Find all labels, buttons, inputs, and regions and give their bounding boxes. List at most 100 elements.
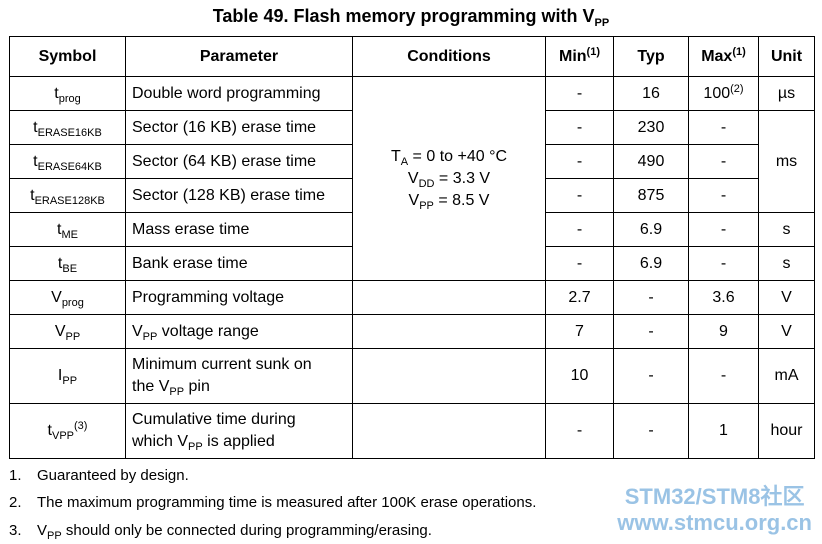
symbol-cell: VPP [9, 314, 126, 349]
text-segment: which V [132, 433, 189, 450]
text-segment: ERASE128KB [34, 194, 105, 207]
text-segment: I [57, 367, 63, 384]
symbol-cell: tERASE128KB [9, 178, 126, 213]
table-row: IPP Minimum current sunk on the VPP pin 10-… [9, 348, 815, 404]
parameter-cell: Programming voltage [125, 280, 353, 315]
min-cell: - [545, 144, 614, 179]
text-segment: prog [58, 92, 81, 105]
text-segment: Table 49. Flash memory programming with … [212, 6, 595, 26]
conditions-cell [352, 348, 546, 404]
watermark-line: www.stmcu.org.cn [617, 510, 812, 535]
text-segment: BE [62, 262, 78, 275]
max-cell: 3.6 [688, 280, 759, 315]
parameter-cell: Sector (16 KB) erase time [125, 110, 353, 145]
text-line: the VPP pin [132, 376, 348, 398]
table-row: tERASE64KB Sector (64 KB) erase time -490- [9, 144, 815, 179]
footnote-text: Guaranteed by design. [37, 467, 189, 484]
max-cell: - [688, 144, 759, 179]
typ-cell: 6.9 [613, 212, 689, 247]
text-segment: PP [594, 17, 610, 29]
symbol-cell: tVPP(3) [9, 403, 126, 459]
typ-cell: 16 [613, 76, 689, 111]
table-row: tVPP(3) Cumulative time during which VPP i… [9, 403, 815, 459]
text-segment: V [51, 288, 62, 306]
text-segment: the V [132, 378, 170, 395]
text-segment: PP [47, 530, 62, 542]
text-segment: PP [65, 330, 81, 343]
text-line: which VPP is applied [132, 431, 348, 453]
table-row: tprog Double word programming TA = 0 to +4… [9, 76, 815, 281]
footnote-number: 3. [9, 522, 22, 539]
text-segment: Cumulative time during [132, 411, 296, 428]
watermark: STM32/STM8社区 www.stmcu.org.cn [617, 484, 812, 536]
max-cell: - [688, 212, 759, 247]
text-segment: The maximum programming time is measured… [37, 494, 537, 511]
text-segment: 100 [703, 84, 731, 102]
header-cell: Max(1) [688, 36, 759, 77]
typ-cell: 6.9 [613, 246, 689, 281]
parameter-cell: Sector (64 KB) erase time [125, 144, 353, 179]
unit-cell: V [758, 280, 815, 315]
text-segment: V [408, 191, 420, 209]
text-segment: (1) [586, 45, 600, 58]
parameter-cell: Cumulative time during which VPP is appli… [125, 403, 353, 459]
parameter-cell: Mass erase time [125, 212, 353, 247]
unit-cell: mA [758, 348, 815, 404]
watermark-line: STM32/STM8社区 [624, 484, 805, 509]
min-cell: 2.7 [545, 280, 614, 315]
parameter-cell: Minimum current sunk on the VPP pin [125, 348, 353, 404]
unit-cell: µs [758, 76, 815, 111]
conditions-cell [352, 403, 546, 459]
text-segment: ERASE64KB [37, 160, 102, 173]
unit-cell: ms [758, 110, 815, 213]
text-segment: t [57, 220, 62, 238]
min-cell: - [545, 110, 614, 145]
table-row: tME Mass erase time -6.9- s [9, 212, 815, 247]
text-segment: (2) [730, 82, 744, 95]
conditions-cell [352, 314, 546, 349]
text-segment: V [132, 322, 143, 340]
text-segment: prog [61, 296, 84, 309]
text-segment: PP [419, 199, 434, 212]
footnote-text: VPP should only be connected during prog… [37, 522, 432, 542]
header-cell: Parameter [125, 36, 353, 77]
table-title: Table 49. Flash memory programming with … [0, 6, 822, 29]
text-segment: t [33, 152, 38, 170]
text-segment: DD [418, 177, 435, 190]
text-segment: = 0 to +40 °C [408, 147, 508, 165]
max-cell: 1 [688, 403, 759, 459]
text-segment: ME [61, 228, 78, 241]
min-cell: 10 [545, 348, 614, 404]
conditions-cell: TA = 0 to +40 °C VDD = 3.3 V VPP = 8.5 V [352, 76, 546, 281]
text-segment: VPP [51, 430, 74, 442]
text-segment: PP [142, 330, 158, 343]
text-segment: A [400, 155, 409, 168]
typ-cell: - [613, 280, 689, 315]
typ-cell: - [613, 348, 689, 404]
typ-cell: 875 [613, 178, 689, 213]
unit-cell: hour [758, 403, 815, 459]
text-segment: Guaranteed by design. [37, 467, 189, 484]
text-segment: PP [62, 375, 78, 387]
text-line: TA = 0 to +40 °C [357, 146, 541, 168]
parameter-cell: VPP voltage range [125, 314, 353, 349]
text-segment: T [390, 147, 401, 165]
symbol-cell: tERASE64KB [9, 144, 126, 179]
text-segment: V [37, 522, 48, 539]
table-row: Vprog Programming voltage 2.7-3.6 V [9, 280, 815, 315]
text-segment: voltage range [157, 322, 259, 340]
conditions-cell [352, 280, 546, 315]
min-cell: - [545, 76, 614, 111]
max-cell: 100(2) [688, 76, 759, 111]
text-segment: Min [559, 47, 587, 65]
header-cell: Conditions [352, 36, 546, 77]
text-line: VDD = 3.3 V [357, 168, 541, 190]
symbol-cell: tprog [9, 76, 126, 111]
table-row: VPP VPP voltage range 7-9 V [9, 314, 815, 349]
text-segment: (1) [732, 45, 746, 58]
parameter-cell: Bank erase time [125, 246, 353, 281]
footnote: 2. The maximum programming time is measur… [9, 494, 536, 511]
text-segment: is applied [202, 433, 275, 450]
text-line: Minimum current sunk on [132, 354, 348, 376]
parameter-cell: Sector (128 KB) erase time [125, 178, 353, 213]
